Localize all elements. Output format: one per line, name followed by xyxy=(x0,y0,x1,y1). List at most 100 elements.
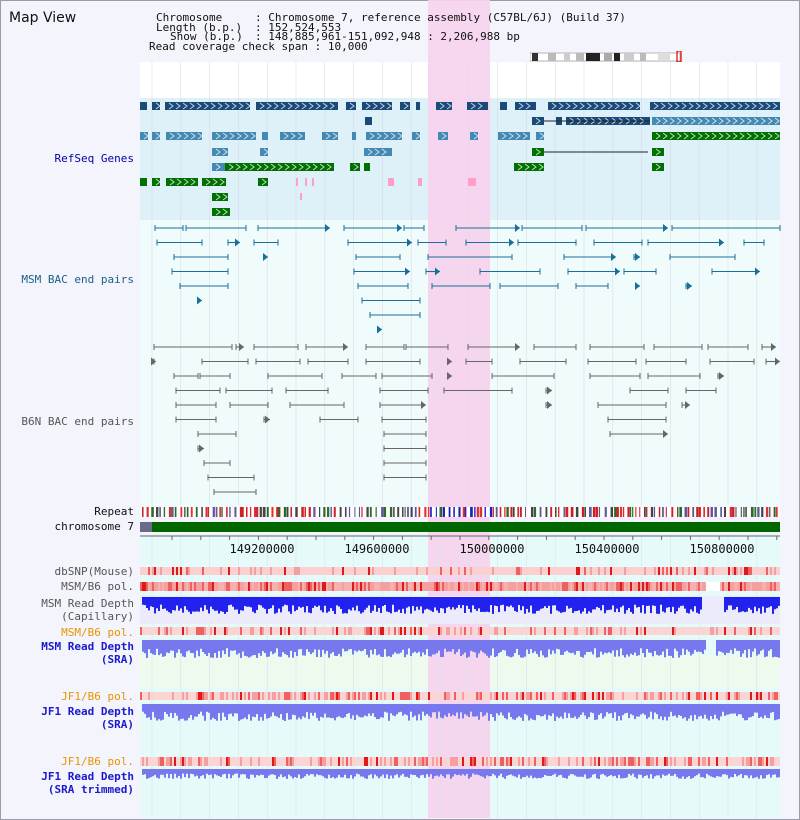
read-depth-bar xyxy=(232,640,234,651)
b6n-bac-label[interactable]: B6N BAC end pairs xyxy=(21,415,134,428)
read-depth-bar xyxy=(408,597,410,607)
heat-strip-cell xyxy=(770,757,772,766)
read-depth-bar xyxy=(552,640,554,651)
heat-strip-cell xyxy=(448,627,450,635)
repeat-element xyxy=(442,507,445,517)
heat-strip-cell xyxy=(502,582,504,591)
bac-end-marker xyxy=(515,343,520,351)
read-depth-bar xyxy=(494,769,496,776)
heat-strip-cell xyxy=(450,582,452,591)
repeat-element xyxy=(750,507,754,517)
read-depth-bar xyxy=(290,769,292,777)
repeat-element xyxy=(646,507,648,517)
heat-strip-cell xyxy=(420,582,422,591)
gene-strand-arrow xyxy=(669,132,675,140)
read-depth-bar xyxy=(602,704,604,719)
gene-block xyxy=(152,178,160,186)
read-depth-bar xyxy=(532,769,534,779)
heat-strip-cell xyxy=(186,692,188,700)
read-depth-bar xyxy=(468,640,470,657)
jf1-b6-pol-trimmed-label[interactable]: JF1/B6 pol. xyxy=(61,755,134,768)
repeat-element xyxy=(545,507,548,517)
msm-b6-pol-sra-label[interactable]: MSM/B6 pol. xyxy=(61,626,134,639)
read-depth-bar xyxy=(630,640,632,654)
read-depth-bar xyxy=(210,597,212,607)
read-depth-bar xyxy=(458,597,460,605)
heat-strip-cell xyxy=(730,582,732,591)
read-depth-bar xyxy=(144,704,146,714)
chromosome-ideogram[interactable] xyxy=(530,51,682,62)
gene-strand-arrow xyxy=(697,132,703,140)
read-depth-bar xyxy=(474,769,476,775)
read-depth-bar xyxy=(286,640,288,656)
gene-strand-arrow xyxy=(383,132,389,140)
heat-strip-cell xyxy=(158,757,160,766)
gene-strand-arrow xyxy=(676,117,682,125)
msm-read-depth-sra-label[interactable]: MSM Read Depth xyxy=(41,640,134,653)
read-depth-bar xyxy=(732,640,734,654)
heat-strip-cell xyxy=(420,627,422,635)
read-depth-bar xyxy=(682,704,684,719)
read-depth-bar xyxy=(146,640,148,658)
read-depth-bar xyxy=(612,597,614,606)
read-depth-bar xyxy=(718,704,720,721)
read-depth-bar xyxy=(346,640,348,652)
read-depth-bar xyxy=(430,704,432,718)
read-depth-bar xyxy=(652,704,654,720)
read-depth-bar xyxy=(538,769,540,778)
repeat-element xyxy=(665,507,667,517)
read-depth-bar xyxy=(340,769,342,778)
dbsnp-label[interactable]: dbSNP(Mouse) xyxy=(54,565,134,578)
gene-strand-arrow xyxy=(470,102,476,110)
read-depth-bar xyxy=(672,597,674,607)
read-depth-bar xyxy=(696,597,698,613)
jf1-b6-pol-label[interactable]: JF1/B6 pol. xyxy=(61,690,134,703)
jf1-read-depth-trimmed-label[interactable]: JF1 Read Depth xyxy=(41,770,134,783)
heat-strip-cell xyxy=(244,692,246,700)
read-depth-bar xyxy=(532,704,534,720)
heat-strip-cell xyxy=(184,757,186,766)
gene-block xyxy=(166,178,198,186)
heat-strip-cell xyxy=(240,757,242,766)
heat-strip-cell xyxy=(726,692,728,700)
read-depth-bar xyxy=(632,597,634,614)
heat-strip-cell xyxy=(442,582,444,591)
repeat-element xyxy=(512,507,515,517)
read-depth-bar xyxy=(208,597,210,614)
read-depth-bar xyxy=(442,704,444,719)
read-depth-bar xyxy=(248,597,250,607)
read-depth-bar xyxy=(294,769,296,777)
heat-strip-cell xyxy=(622,757,624,766)
read-depth-bar xyxy=(712,769,714,778)
repeat-element xyxy=(344,507,347,517)
read-depth-bar xyxy=(586,769,588,779)
read-depth-bar xyxy=(154,769,156,775)
read-depth-bar xyxy=(450,597,452,610)
msm-read-depth-capillary-label[interactable]: MSM Read Depth xyxy=(41,597,134,610)
read-depth-bar xyxy=(202,704,204,716)
gene-strand-arrow xyxy=(674,102,680,110)
read-depth-bar xyxy=(622,640,624,656)
gene-strand-arrow xyxy=(298,163,304,171)
read-depth-bar xyxy=(184,597,186,607)
read-depth-bar xyxy=(654,640,656,651)
read-depth-bar xyxy=(402,769,404,774)
heat-strip-cell xyxy=(548,567,550,575)
gene-block xyxy=(467,102,488,110)
read-depth-bar xyxy=(750,597,752,610)
msm-bac-label[interactable]: MSM BAC end pairs xyxy=(21,273,134,286)
jf1-read-depth-label[interactable]: JF1 Read Depth xyxy=(41,705,134,718)
heat-strip-cell xyxy=(480,692,482,700)
read-depth-bar xyxy=(480,597,482,612)
msm-b6-pol-label[interactable]: MSM/B6 pol. xyxy=(61,580,134,593)
gene-strand-arrow xyxy=(586,102,592,110)
read-depth-bar xyxy=(550,640,552,655)
refseq-genes-label[interactable]: RefSeq Genes xyxy=(54,152,134,165)
gene-strand-arrow xyxy=(558,102,564,110)
heat-strip-cell xyxy=(534,627,536,635)
heat-strip-cell xyxy=(548,582,550,591)
repeat-element xyxy=(354,507,356,517)
read-depth-bar xyxy=(290,640,292,651)
read-depth-bar xyxy=(694,769,696,777)
